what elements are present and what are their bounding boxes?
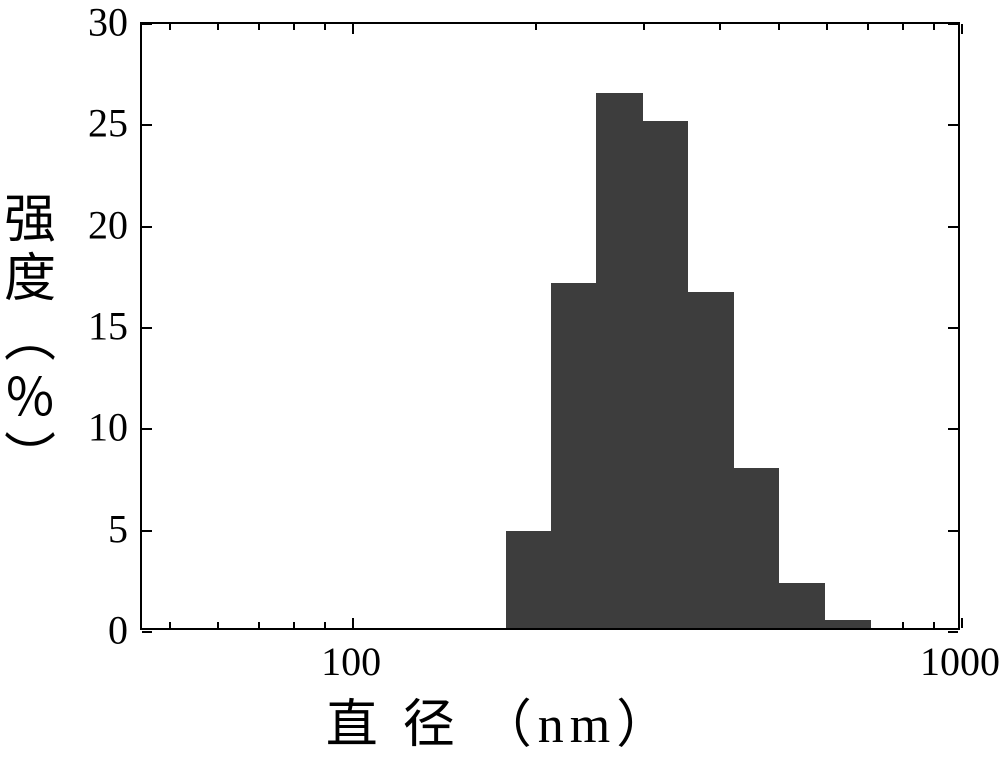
histogram-bar	[643, 121, 688, 628]
x-tick-minor	[324, 24, 326, 30]
y-tick	[142, 23, 152, 25]
histogram-bar	[734, 468, 779, 628]
x-tick-major	[961, 24, 963, 34]
plot-area	[140, 22, 960, 630]
x-tick-minor	[826, 24, 828, 30]
y-tick	[142, 631, 152, 633]
y-tick-label: 15	[58, 303, 128, 350]
y-tick-label: 30	[58, 0, 128, 46]
y-axis-label: 强度︵％︶	[0, 140, 60, 540]
y-tick-label: 25	[58, 100, 128, 147]
x-tick-minor	[169, 622, 171, 628]
histogram-bar	[688, 292, 734, 628]
y-tick-label: 0	[58, 607, 128, 654]
x-tick-minor	[643, 24, 645, 30]
x-tick-minor	[258, 622, 260, 628]
histogram-bar	[779, 583, 825, 628]
y-tick	[948, 23, 958, 25]
x-tick-minor	[293, 622, 295, 628]
x-tick-minor	[217, 24, 219, 30]
x-tick-minor	[902, 24, 904, 30]
y-tick	[948, 327, 958, 329]
x-tick-minor	[217, 622, 219, 628]
y-tick	[948, 631, 958, 633]
x-tick-major	[961, 618, 963, 628]
x-tick-minor	[293, 24, 295, 30]
x-tick-minor	[933, 622, 935, 628]
y-axis-label-glyph: 度	[4, 250, 56, 310]
y-axis-label-glyph: ％	[4, 370, 56, 430]
x-tick-major	[352, 24, 354, 34]
y-tick-label: 10	[58, 404, 128, 451]
histogram-bar	[825, 620, 871, 628]
x-tick-minor	[867, 24, 869, 30]
y-tick	[142, 530, 152, 532]
histogram-bar	[551, 283, 597, 628]
y-axis-label-glyph: ︶	[4, 430, 56, 490]
x-tick-minor	[258, 24, 260, 30]
histogram-bar	[596, 93, 642, 628]
y-axis-label-glyph: ︵	[4, 310, 56, 370]
x-tick-minor	[535, 24, 537, 30]
y-tick-label: 20	[58, 201, 128, 248]
y-tick	[948, 530, 958, 532]
figure: 强度︵％︶ 直 径 （nm） 0510152025301001000	[0, 0, 1000, 733]
x-tick-minor	[778, 24, 780, 30]
x-tick-minor	[933, 24, 935, 30]
y-tick	[142, 428, 152, 430]
x-tick-major	[352, 618, 354, 628]
x-tick-minor	[902, 622, 904, 628]
x-tick-label: 1000	[920, 638, 1000, 685]
x-tick-label: 100	[321, 638, 381, 685]
y-tick	[142, 327, 152, 329]
y-tick	[948, 226, 958, 228]
histogram-bar	[506, 531, 551, 628]
y-tick-label: 5	[58, 505, 128, 552]
x-axis-label: 直 径 （nm）	[0, 682, 1000, 757]
y-axis-label-glyph: 强	[4, 191, 56, 251]
x-tick-minor	[169, 24, 171, 30]
x-tick-minor	[719, 24, 721, 30]
y-tick	[142, 226, 152, 228]
y-tick	[948, 124, 958, 126]
x-tick-minor	[324, 622, 326, 628]
y-tick	[948, 428, 958, 430]
y-tick	[142, 124, 152, 126]
